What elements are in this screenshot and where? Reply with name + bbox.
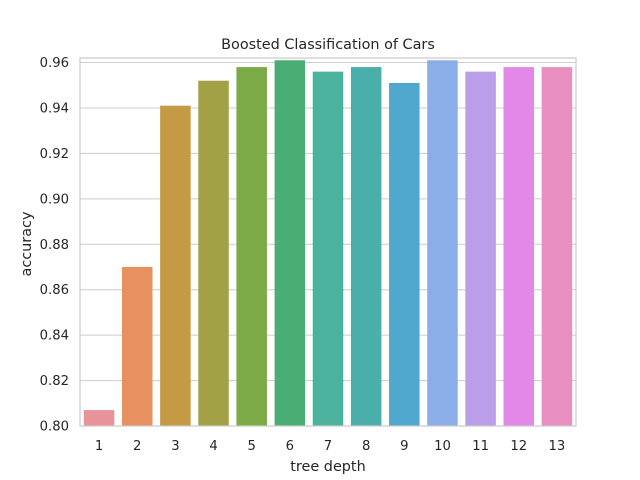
x-tick-label: 8 (362, 439, 370, 454)
y-tick-label: 0.94 (40, 101, 69, 116)
chart-title: Boosted Classification of Cars (221, 37, 435, 53)
y-tick-label: 0.80 (40, 420, 69, 435)
y-tick-label: 0.88 (40, 238, 69, 253)
y-axis-label: accuracy (19, 211, 35, 276)
bar-10 (427, 60, 458, 426)
bar-12 (503, 67, 535, 426)
bar-1 (83, 410, 115, 426)
bar-7 (312, 71, 344, 426)
x-tick-label: 11 (472, 439, 489, 454)
y-tick-label: 0.86 (40, 283, 69, 298)
x-tick-label: 7 (324, 439, 332, 454)
y-tick-labels: 0.80 0.82 0.84 0.86 0.88 0.90 0.92 0.94 0.96 (40, 56, 69, 434)
bar-13 (541, 67, 573, 426)
plot-frame (79, 57, 577, 427)
x-tick-label: 5 (247, 439, 255, 454)
bar-2 (121, 266, 153, 426)
bar-8 (350, 67, 382, 426)
x-tick-label: 1 (95, 439, 103, 454)
bar-11 (465, 71, 496, 426)
x-axis-label: tree depth (290, 459, 365, 475)
y-tick-label: 0.92 (40, 147, 69, 162)
x-tick-label: 13 (549, 439, 566, 454)
x-tick-label: 9 (400, 439, 408, 454)
x-tick-label: 6 (286, 439, 294, 454)
y-tick-label: 0.82 (40, 374, 69, 389)
bar-4 (198, 80, 229, 426)
x-tick-labels: 1 2 3 4 5 6 7 8 9 10 11 12 13 (95, 439, 565, 454)
bar-3 (160, 105, 191, 426)
y-tick-label: 0.84 (40, 329, 69, 344)
bar-5 (236, 67, 267, 426)
y-tick-label: 0.90 (40, 192, 69, 207)
x-tick-label: 12 (510, 439, 527, 454)
x-tick-label: 3 (171, 439, 179, 454)
y-tick-label: 0.96 (40, 56, 69, 71)
bar-9 (389, 82, 420, 426)
bar-6 (274, 60, 306, 426)
x-tick-label: 2 (133, 439, 141, 454)
x-tick-label: 10 (434, 439, 451, 454)
x-tick-label: 4 (209, 439, 217, 454)
bars (83, 60, 573, 426)
